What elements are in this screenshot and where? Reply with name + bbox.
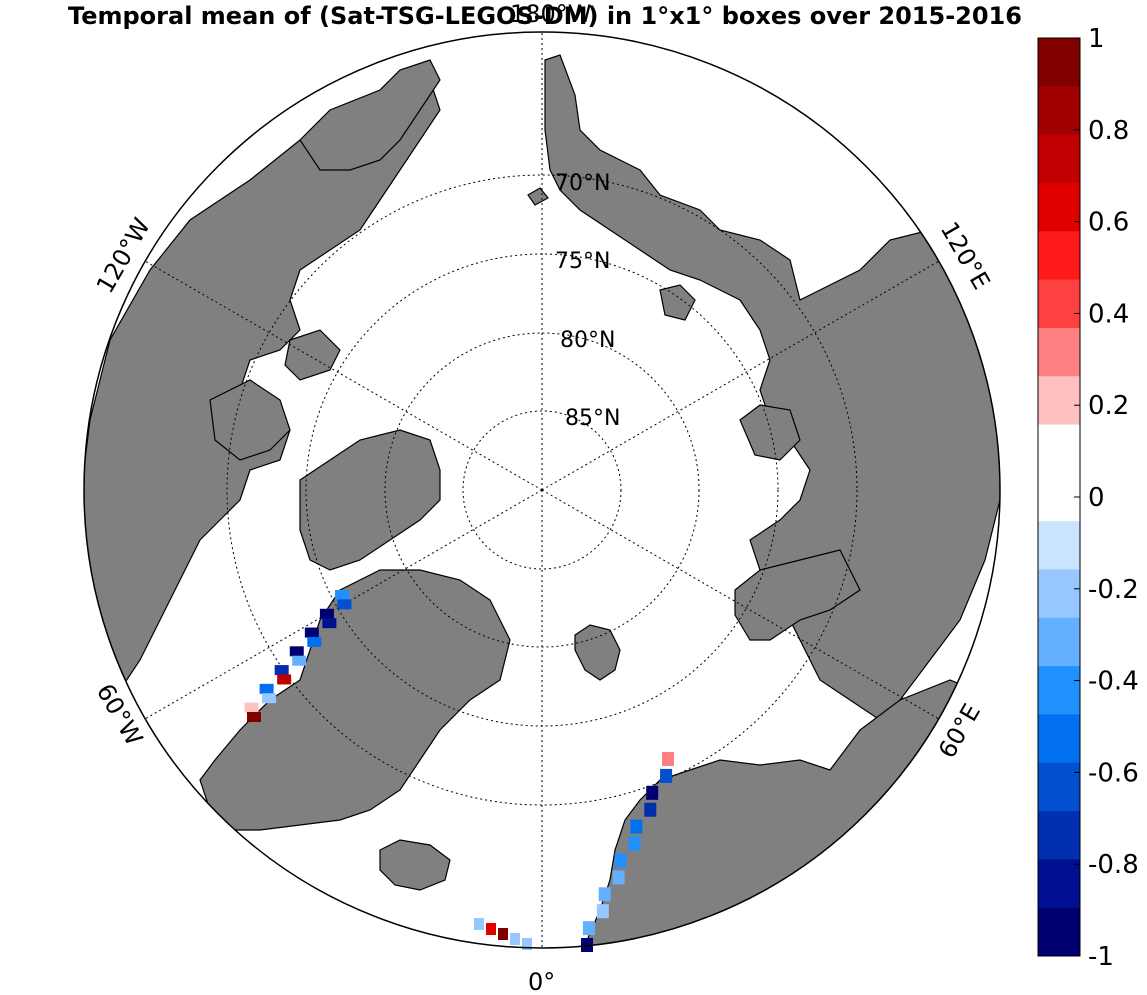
lat-label-75: 75°N — [555, 249, 610, 274]
colorbar-tick-label: 1 — [1088, 24, 1105, 54]
data-cell — [660, 768, 673, 783]
baffin-bay-track — [244, 590, 352, 722]
data-cell — [474, 918, 484, 930]
colorbar-tick-label: -0.8 — [1088, 850, 1139, 880]
colorbar-tick-label: -0.6 — [1088, 758, 1139, 788]
data-cell — [247, 712, 261, 722]
data-cell — [335, 590, 349, 600]
colorbar-swatch — [1038, 472, 1080, 522]
north-sea-track — [474, 918, 532, 950]
landmass-canada — [84, 79, 441, 691]
data-cell — [304, 627, 319, 638]
map-frame — [83, 31, 1001, 949]
colorbar-swatch — [1038, 327, 1080, 377]
data-cell — [337, 599, 352, 610]
lat-label-80: 80°N — [560, 328, 615, 353]
landmass-alaska — [299, 59, 441, 171]
landmass-banks-island — [284, 329, 341, 381]
data-cell — [614, 853, 627, 868]
lon-label-0: 0° — [528, 968, 555, 995]
meridian-120e — [541, 260, 940, 491]
landmass-ellesmere — [299, 429, 441, 571]
data-cell — [612, 870, 625, 885]
data-cell — [644, 802, 657, 817]
landmass-novaya-zemlya — [734, 549, 861, 641]
landmass-iceland — [379, 839, 451, 891]
data-cell — [274, 665, 289, 676]
colorbar-tick-label: 0.6 — [1088, 208, 1129, 238]
data-cell — [628, 836, 641, 851]
colorbar-swatch — [1038, 859, 1080, 909]
colorbar-swatch — [1038, 38, 1080, 87]
meridian-60e — [541, 489, 940, 720]
data-cell — [307, 636, 322, 647]
colorbar-tick-label: -1 — [1088, 942, 1114, 972]
data-cell — [259, 683, 274, 694]
colorbar-swatch — [1038, 231, 1080, 281]
colorbar-tick-label: -0.4 — [1088, 667, 1139, 697]
colorbar-swatch — [1038, 424, 1080, 474]
lon-label-180w: 180°W — [510, 0, 592, 28]
data-cell — [292, 655, 307, 666]
longitude-grid — [144, 32, 940, 948]
colorbar-swatch — [1038, 762, 1080, 812]
colorbar-swatch — [1038, 134, 1080, 184]
landmass-severnaya-zemlya — [739, 404, 801, 461]
colorbar-swatch — [1038, 569, 1080, 619]
lat-circle-85 — [462, 410, 622, 570]
data-cell — [581, 938, 593, 952]
data-cell — [289, 646, 304, 657]
data-cell — [244, 702, 259, 713]
colorbar-swatch — [1038, 86, 1080, 136]
colorbar-swatch — [1038, 182, 1080, 232]
colorbar-tick-label: 0.4 — [1088, 299, 1129, 329]
colorbar-swatch — [1038, 907, 1080, 957]
data-cell — [630, 819, 643, 834]
meridian-60w — [144, 489, 543, 720]
data-cells — [244, 590, 674, 952]
colorbar-swatch — [1038, 279, 1080, 329]
landmass-wrangel — [527, 187, 549, 206]
colorbar-swatch — [1038, 811, 1080, 860]
data-cell — [646, 785, 659, 800]
map-title: Temporal mean of (Sat-TSG-LEGOS-DM) in 1… — [68, 2, 1022, 30]
land-layer — [84, 54, 1000, 948]
colorbar-ticks: 1 0.8 0.6 0.4 0.2 0 -0.2 -0.4 -0.6 -0.8 -1 — [1074, 24, 1139, 972]
colorbar — [1038, 38, 1080, 957]
meridian-120w — [144, 260, 543, 491]
colorbar-swatch — [1038, 521, 1080, 570]
landmass-new-siberian-islands — [659, 284, 696, 321]
data-cell — [277, 674, 292, 685]
barents-norway-track — [581, 752, 674, 952]
colorbar-swatch — [1038, 714, 1080, 764]
lat-label-85: 85°N — [565, 406, 620, 431]
data-cell — [662, 752, 674, 766]
data-cell — [522, 938, 532, 950]
colorbar-swatch — [1038, 666, 1080, 715]
landmass-victoria-island — [209, 379, 291, 461]
colorbar-swatch — [1038, 617, 1080, 667]
colorbar-tick-label: 0.8 — [1088, 116, 1129, 146]
colorbar-tick-label: 0 — [1088, 483, 1105, 513]
lat-label-70: 70°N — [555, 171, 610, 196]
data-cell — [596, 904, 609, 919]
landmass-svalbard — [574, 624, 621, 681]
lat-circle-70 — [226, 174, 858, 806]
data-cell — [262, 693, 277, 704]
data-cell — [319, 608, 334, 619]
colorbar-tick-label: -0.2 — [1088, 575, 1139, 605]
data-cell — [322, 618, 337, 629]
data-cell — [498, 928, 508, 940]
data-cell — [510, 933, 520, 945]
colorbar-swatch — [1038, 376, 1080, 426]
data-cell — [486, 923, 496, 935]
colorbar-tick-label: 0.2 — [1088, 391, 1129, 421]
data-cell — [582, 921, 595, 936]
data-cell — [598, 887, 611, 902]
landmass-siberia — [544, 54, 1000, 721]
